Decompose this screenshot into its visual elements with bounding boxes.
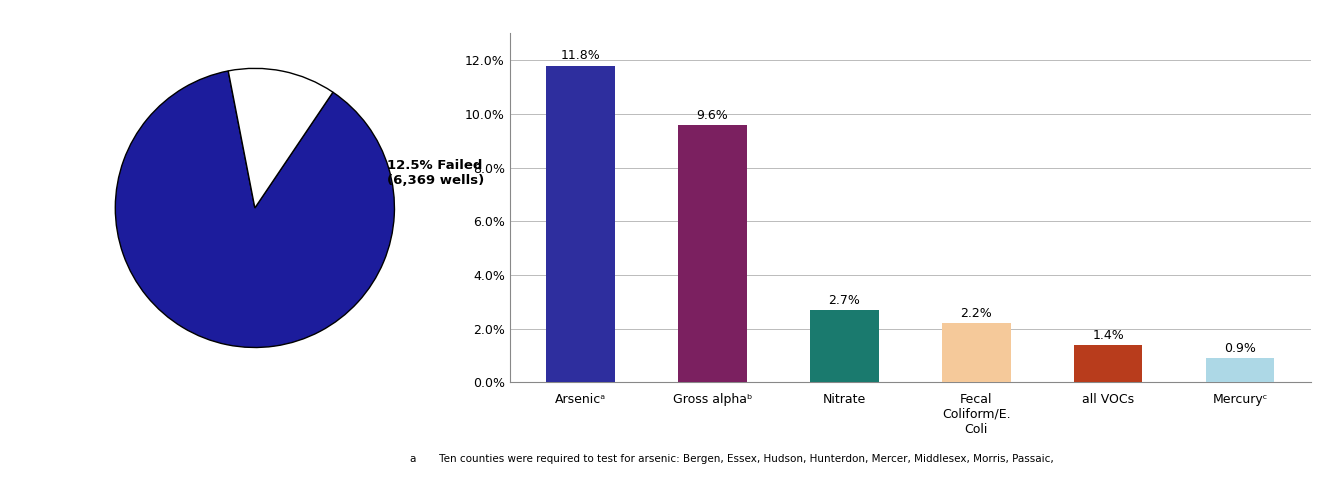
Text: 0.9%: 0.9% xyxy=(1225,342,1256,355)
Text: 12.5% Failed
(6,369 wells): 12.5% Failed (6,369 wells) xyxy=(388,159,485,187)
Bar xyxy=(941,323,1010,382)
Wedge shape xyxy=(115,71,395,348)
Text: 11.8%: 11.8% xyxy=(560,49,600,63)
Text: 1.4%: 1.4% xyxy=(1092,328,1124,342)
Text: 2.2%: 2.2% xyxy=(960,307,992,320)
Bar xyxy=(1206,358,1274,382)
Bar xyxy=(678,125,747,382)
Bar xyxy=(1074,345,1143,382)
Bar xyxy=(810,310,879,382)
Wedge shape xyxy=(228,68,332,208)
Text: 2.7%: 2.7% xyxy=(829,293,861,307)
Text: a       Ten counties were required to test for arsenic: Bergen, Essex, Hudson, H: a Ten counties were required to test for… xyxy=(410,454,1054,464)
Bar xyxy=(547,65,614,382)
Text: 87.5% Passed
(44,659 wells): 87.5% Passed (44,659 wells) xyxy=(0,366,17,399)
Text: 9.6%: 9.6% xyxy=(696,109,728,121)
